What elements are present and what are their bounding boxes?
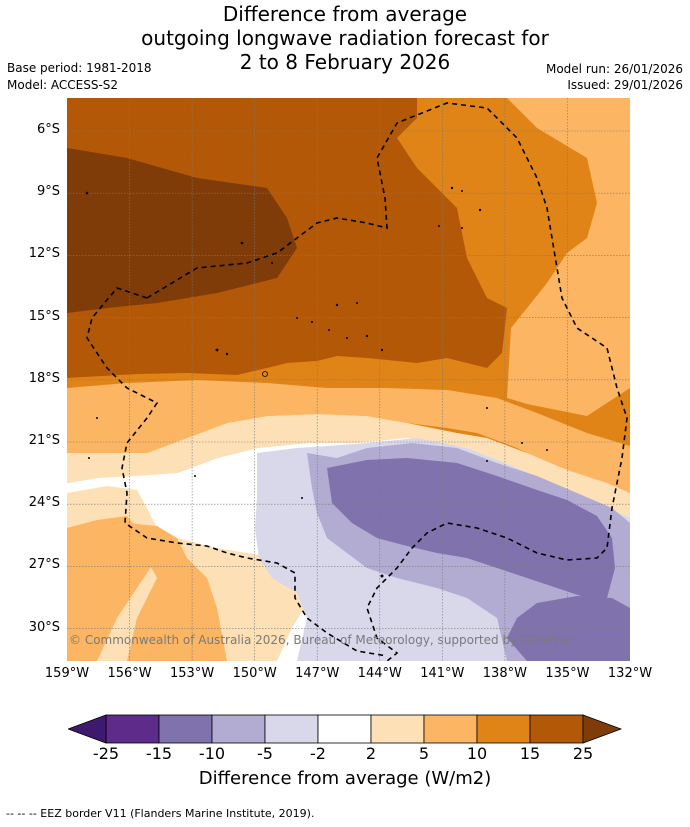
latitude-label: 24°S xyxy=(28,495,60,511)
colorbar-segment xyxy=(529,714,584,744)
region-5-10-band xyxy=(67,380,630,493)
latitude-label: 6°S xyxy=(36,122,60,137)
colorbar-tick-label: -25 xyxy=(92,744,120,763)
colorbar-segment xyxy=(264,714,319,744)
colorbar-tick-label: -10 xyxy=(198,744,226,763)
colorbar-segment xyxy=(423,714,478,744)
colorbar-tick-label: 2 xyxy=(365,744,377,763)
chart-title: Difference from average outgoing longwav… xyxy=(0,2,690,74)
latitude-label: 18°S xyxy=(28,370,60,386)
colorbar-tick-label: 10 xyxy=(466,744,488,763)
region-2-5-band xyxy=(67,414,630,518)
colorbar-tick-label: 15 xyxy=(519,744,541,763)
latitude-label: 21°S xyxy=(28,433,60,448)
latitude-label: 30°S xyxy=(28,619,60,635)
colorbar-segment xyxy=(370,714,425,744)
colorbar xyxy=(68,714,623,744)
longitude-label: 156°W xyxy=(107,666,152,681)
model-name: Model: ACCESS-S2 xyxy=(7,78,119,92)
anomaly-shading xyxy=(67,98,630,661)
region-5-10-south xyxy=(127,523,227,661)
latitude-label: 9°S xyxy=(36,184,60,200)
region-5-10-east xyxy=(507,98,630,416)
model-run: Model run: 26/01/2026 xyxy=(545,62,683,76)
longitude-label: 153°W xyxy=(170,666,215,681)
region-minus-15-10 xyxy=(327,458,615,598)
longitude-label: 159°W xyxy=(44,666,90,681)
colorbar-title: Difference from average (W/m2) xyxy=(198,768,492,789)
colorbar-segment xyxy=(105,714,160,744)
colorbar-tick-label: 5 xyxy=(418,744,430,763)
longitude-label: 135°W xyxy=(545,666,590,681)
colorbar-min-extension xyxy=(68,714,107,744)
colorbar-max-extension xyxy=(582,714,623,744)
latitude-label: 27°S xyxy=(28,557,60,573)
colorbar-tick-label: -2 xyxy=(310,744,326,763)
latitude-label: 15°S xyxy=(28,308,60,324)
longitude-label: 144°W xyxy=(357,666,402,681)
issued-date: Issued: 29/01/2026 xyxy=(567,78,683,92)
eez-border-west xyxy=(86,287,388,657)
longitude-label: 138°W xyxy=(482,666,527,681)
colorbar-segment xyxy=(317,714,372,744)
map-panel: © Commonwealth of Australia 2026, Bureau… xyxy=(67,98,630,661)
longitude-label: 150°W xyxy=(232,666,277,681)
map-gridlines xyxy=(67,98,630,661)
longitude-label: 141°W xyxy=(420,666,465,681)
base-period: Base period: 1981-2018 xyxy=(7,61,152,75)
colorbar-tick-label: -5 xyxy=(257,744,273,763)
region-above-25 xyxy=(67,148,297,313)
title-line-2: outgoing longwave radiation forecast for xyxy=(141,26,549,50)
colorbar-segment xyxy=(476,714,531,744)
map-canvas xyxy=(67,98,630,661)
title-line-1: Difference from average xyxy=(222,2,468,26)
colorbar-segment xyxy=(158,714,213,744)
eez-legend-note: -- -- -- EEZ border V11 (Flanders Marine… xyxy=(6,807,315,820)
longitude-label: 147°W xyxy=(295,666,340,681)
copyright-notice: © Commonwealth of Australia 2026, Bureau… xyxy=(69,633,575,647)
colorbar-tick-label: -15 xyxy=(145,744,173,763)
colorbar-tick-label: 25 xyxy=(572,744,594,763)
longitude-label: 132°W xyxy=(607,666,653,681)
islands xyxy=(85,186,548,578)
colorbar-segment xyxy=(211,714,266,744)
title-line-3: 2 to 8 February 2026 xyxy=(239,50,451,74)
region-5-10-southwest xyxy=(67,516,157,661)
latitude-label: 12°S xyxy=(28,246,60,262)
